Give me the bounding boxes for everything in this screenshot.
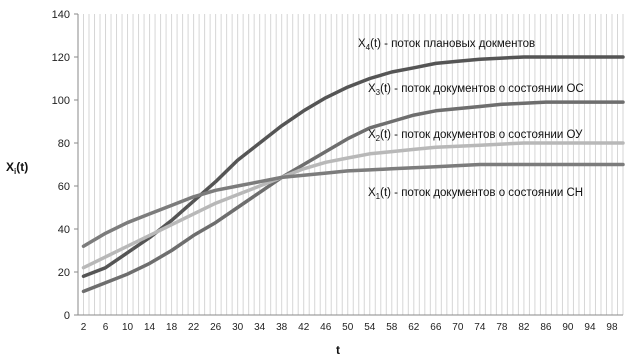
- series-label-x3: X3(t) - поток документов о состоянии ОС: [368, 83, 584, 97]
- x-tick-label: 34: [254, 322, 266, 333]
- x-tick-label: 74: [474, 322, 486, 333]
- y-axis-label-suffix: (t): [16, 160, 28, 174]
- chart-axes: [74, 13, 623, 316]
- y-tick-label: 0: [64, 310, 70, 322]
- x-tick-label: 10: [122, 322, 134, 333]
- x-tick-label: 86: [540, 322, 552, 333]
- y-axis-label-main: X: [6, 160, 14, 174]
- x-tick-label: 82: [518, 322, 530, 333]
- y-tick-label: 80: [58, 138, 70, 150]
- y-axis-label: Xi(t): [6, 160, 28, 176]
- y-tick-label: 20: [58, 267, 70, 279]
- x-axis-label: t: [336, 343, 340, 357]
- y-tick-label: 140: [52, 9, 70, 21]
- x-tick-label: 98: [606, 322, 618, 333]
- x-tick-label: 30: [232, 322, 244, 333]
- x-tick-label: 70: [452, 322, 464, 333]
- series-lines: [81, 55, 625, 294]
- x-tick-label: 26: [210, 322, 222, 333]
- x-tick-label: 6: [103, 322, 109, 333]
- x-tick-labels: 2 6 10 14 18 22 26 30 34 38 42 46 50 54 58 62 66 70 74 78 82…: [81, 322, 618, 333]
- y-tick-labels: 0 20 40 60 80 100 120 140: [52, 9, 70, 322]
- y-tick-label: 100: [52, 95, 70, 107]
- x-tick-label: 54: [364, 322, 376, 333]
- x-tick-label: 18: [166, 322, 178, 333]
- x-tick-label: 42: [298, 322, 310, 333]
- x-tick-label: 14: [144, 322, 156, 333]
- x-tick-label: 2: [81, 322, 87, 333]
- x-tick-label: 62: [408, 322, 420, 333]
- x-tick-label: 78: [496, 322, 508, 333]
- x-tick-label: 66: [430, 322, 442, 333]
- y-tick-label: 120: [52, 52, 70, 64]
- series-line-x2: [81, 141, 625, 270]
- y-tick-label: 40: [58, 224, 70, 236]
- series-line-x4: [81, 55, 625, 279]
- x-tick-label: 90: [562, 322, 574, 333]
- series-line-x1: [81, 162, 625, 248]
- x-tick-label: 38: [276, 322, 288, 333]
- y-axis-label-sub: i: [14, 167, 16, 176]
- y-tick-label: 60: [58, 181, 70, 193]
- series-label-x4: X4(t) - поток плановых докментов: [358, 38, 535, 52]
- x-tick-label: 58: [386, 322, 398, 333]
- series-label-x2: X2(t) - поток документов о состоянии ОУ: [368, 129, 583, 143]
- x-tick-label: 46: [320, 322, 332, 333]
- x-tick-label: 22: [188, 322, 200, 333]
- x-tick-label: 94: [584, 322, 596, 333]
- series-label-x1: X1(t) - поток документов о состоянии СН: [368, 187, 583, 201]
- series-line-x3: [81, 100, 625, 294]
- x-tick-label: 50: [342, 322, 354, 333]
